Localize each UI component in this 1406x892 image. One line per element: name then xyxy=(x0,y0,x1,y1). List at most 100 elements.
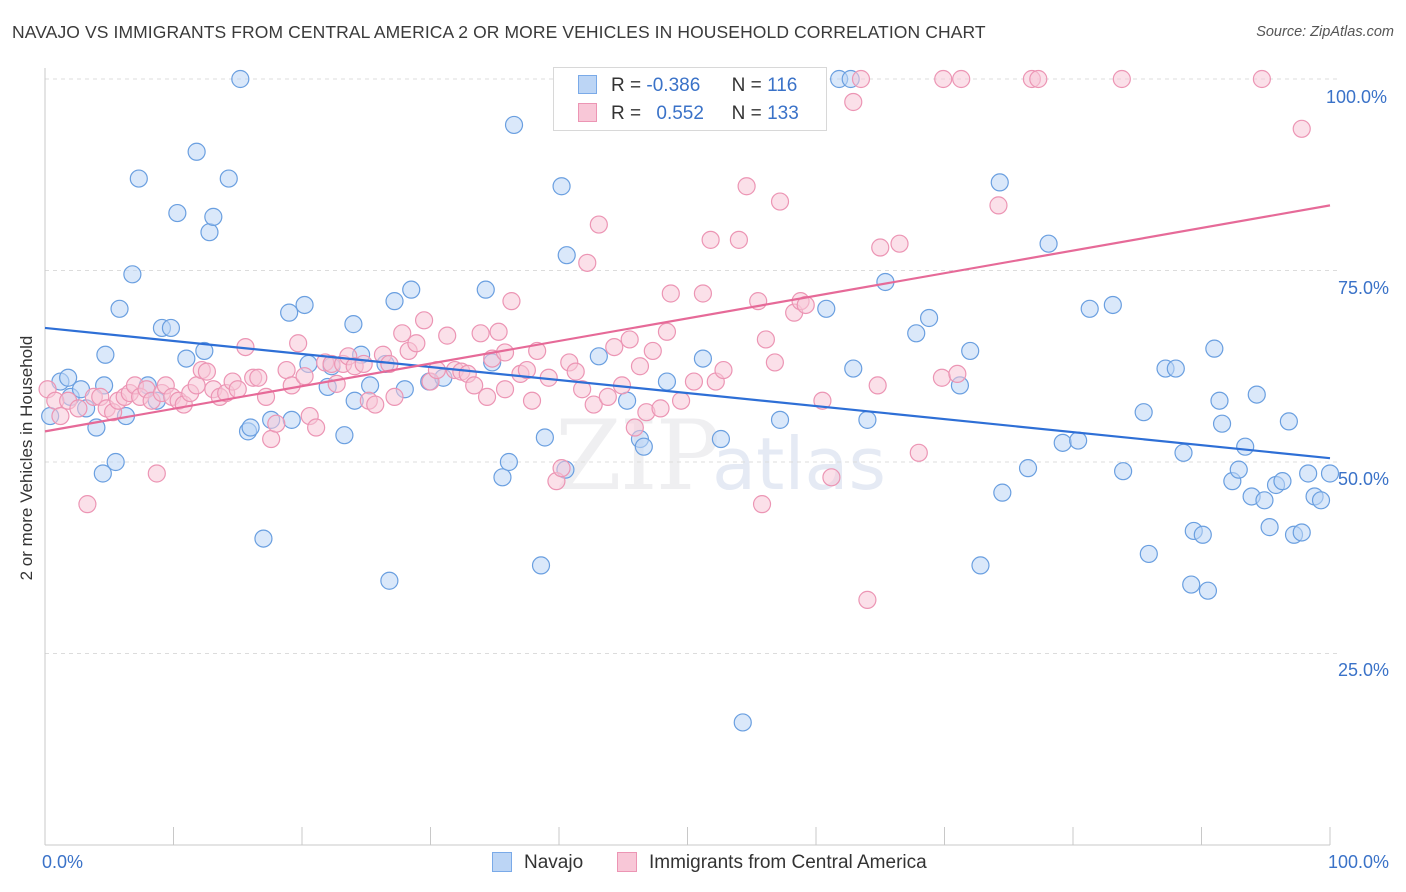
navajo-point xyxy=(219,169,238,188)
legend-n-label-navajo: N = xyxy=(731,75,762,96)
navajo-point xyxy=(1139,544,1158,564)
navajo-point xyxy=(1018,459,1038,478)
immigrants-point xyxy=(566,362,585,381)
navajo-point xyxy=(282,410,301,429)
navajo-point xyxy=(187,142,206,161)
immigrants-point xyxy=(909,443,928,462)
navajo-point xyxy=(1134,403,1153,422)
series-legend-navajo[interactable]: Navajo xyxy=(492,852,583,874)
navajo-point xyxy=(817,299,836,318)
immigrants-point xyxy=(307,418,326,437)
navajo-point xyxy=(110,299,129,318)
navajo-point xyxy=(385,292,404,311)
immigrants-point xyxy=(197,362,217,381)
immigrants-point xyxy=(228,380,247,399)
navajo-point xyxy=(1255,491,1274,510)
legend-n-value-immigrants: 133 xyxy=(767,103,799,124)
navajo-point xyxy=(241,418,260,437)
y-tick-label-50: 50.0% xyxy=(1338,469,1390,489)
immigrants-point xyxy=(249,368,268,387)
navajo-point xyxy=(557,246,576,265)
legend-n-label-immigrants: N = xyxy=(731,103,762,124)
immigrants-point xyxy=(51,406,70,426)
immigrants-point xyxy=(1292,119,1311,138)
navajo-point xyxy=(1080,299,1099,318)
x-tick-label-100: 100.0% xyxy=(1328,852,1390,872)
immigrants-point xyxy=(438,326,457,345)
immigrants-point xyxy=(465,376,484,395)
legend-r-value-immigrants: 0.552 xyxy=(656,103,704,124)
immigrants-point xyxy=(661,284,680,303)
navajo-point xyxy=(1210,391,1229,410)
immigrants-point xyxy=(684,372,704,391)
navajo-point xyxy=(1260,518,1279,537)
navajo-point xyxy=(476,280,495,299)
immigrants-point xyxy=(366,395,385,414)
immigrants-point xyxy=(989,196,1008,215)
immigrants-point xyxy=(1029,69,1048,89)
correlation-legend: R = -0.386 N = 116 R = 0.552 N = 133 xyxy=(553,67,827,131)
navajo-point xyxy=(129,169,148,188)
immigrants-point xyxy=(552,459,571,478)
immigrants-point xyxy=(701,230,720,249)
immigrants-point xyxy=(589,215,608,234)
immigrants-point xyxy=(844,92,863,112)
navajo-point xyxy=(335,426,354,445)
navajo-point xyxy=(531,556,551,575)
navajo-point xyxy=(589,347,608,366)
series-legend-immigrants-label: Immigrants from Central America xyxy=(649,852,927,873)
navajo-point xyxy=(1320,464,1340,483)
immigrants-point xyxy=(262,429,281,449)
legend-n-value-navajo: 116 xyxy=(767,75,798,96)
immigrants-point xyxy=(471,324,490,343)
immigrants-point xyxy=(477,387,497,406)
immigrants-point xyxy=(78,495,97,514)
immigrants-point xyxy=(289,334,308,353)
navajo-point xyxy=(1053,433,1072,452)
navajo-point xyxy=(770,410,790,429)
series-legend-navajo-label: Navajo xyxy=(524,852,584,873)
navajo-point xyxy=(1247,385,1266,404)
legend-row-navajo: R = -0.386 N = 116 xyxy=(578,73,797,99)
navajo-point xyxy=(1069,431,1088,450)
navajo-point xyxy=(733,713,752,732)
immigrants-point xyxy=(752,495,772,514)
navajo-point xyxy=(858,410,877,429)
navajo-point xyxy=(402,280,421,299)
navajo-point xyxy=(535,428,554,447)
navajo-point xyxy=(1299,464,1318,483)
y-axis-label: 2 or more Vehicles in Household xyxy=(17,335,36,581)
watermark-zip: ZIP xyxy=(555,400,720,512)
immigrants-point xyxy=(502,292,521,311)
immigrants-point xyxy=(584,395,603,414)
immigrants-point xyxy=(765,353,784,372)
immigrants-point xyxy=(573,380,592,399)
immigrants-point xyxy=(354,354,373,374)
navajo-point xyxy=(93,464,112,483)
y-tick-label-75: 75.0% xyxy=(1338,278,1390,298)
legend-row-immigrants: R = 0.552 N = 133 xyxy=(578,101,799,127)
navajo-point xyxy=(254,529,273,548)
watermark-atlas: atlas xyxy=(712,422,886,506)
immigrants-point xyxy=(495,380,515,399)
immigrants-point xyxy=(851,69,871,89)
y-tick-label-100: 100.0% xyxy=(1326,87,1388,107)
immigrants-point xyxy=(267,414,286,433)
immigrants-point xyxy=(1252,69,1271,89)
navajo-point xyxy=(59,368,78,387)
navajo-point xyxy=(1229,460,1248,479)
navajo-point xyxy=(1039,234,1058,253)
immigrants-point xyxy=(620,330,639,349)
immigrants-point xyxy=(651,399,670,418)
navajo-point xyxy=(711,429,731,449)
immigrants-point xyxy=(1112,69,1131,89)
navajo-point xyxy=(1174,443,1193,462)
immigrants-point xyxy=(147,464,166,483)
navajo-point xyxy=(168,203,187,223)
series-legend-immigrants[interactable]: Immigrants from Central America xyxy=(617,852,927,874)
navajo-point xyxy=(295,295,314,315)
immigrants-point xyxy=(393,324,412,343)
immigrants-point xyxy=(643,341,662,361)
navajo-point xyxy=(499,452,518,472)
navajo-point xyxy=(1292,523,1311,542)
